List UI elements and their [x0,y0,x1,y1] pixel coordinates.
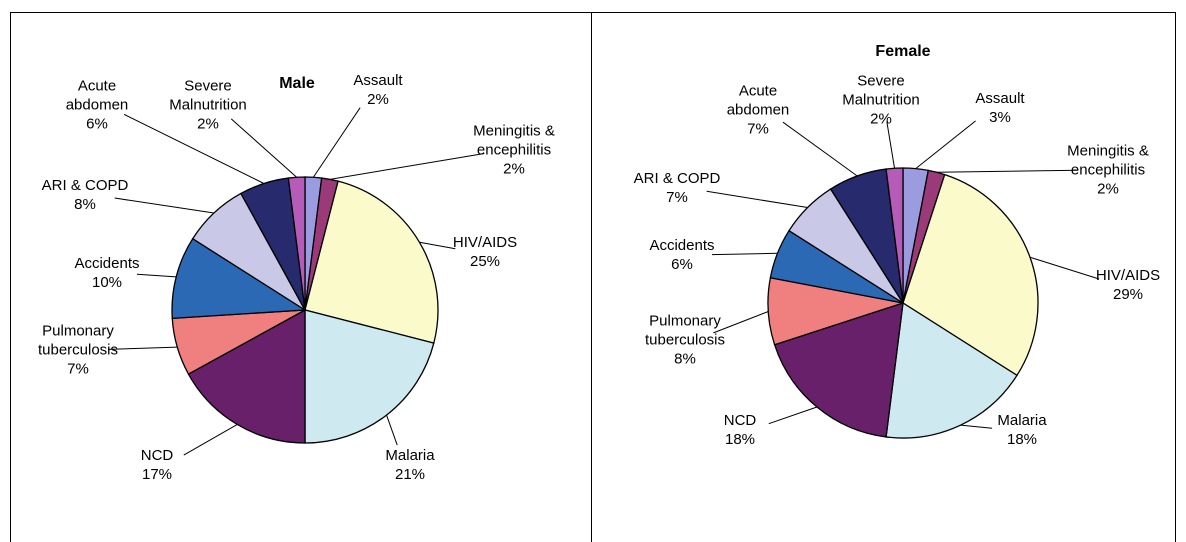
category-label: Severe Malnutrition [169,77,247,114]
leader-line [915,120,976,169]
slice-label: Meningitis & encephilitis 2% [1053,142,1163,199]
pie-slice [187,308,306,444]
category-label: Accidents [649,237,715,254]
value-label: 6% [671,256,693,273]
leader-line [419,241,456,250]
leader-line [230,118,297,178]
slice-label: ARI & COPD 8% [35,176,135,214]
category-label: Acute abdomen [65,77,129,114]
slice-label: Pulmonary tuberculosis 7% [28,322,128,379]
category-label: Malaria [385,447,435,464]
slice-label: Assault 3% [960,89,1040,127]
leader-line [183,424,238,456]
leader-line [329,152,485,180]
slice-label: NCD 18% [710,411,770,449]
slice-label: NCD 17% [127,446,187,484]
value-label: 7% [67,360,89,378]
slice-label: Severe Malnutrition 2% [831,72,931,129]
category-label: ARI & COPD [633,170,721,187]
category-label: Assault [975,90,1025,107]
category-label: Acute abdomen [726,82,790,119]
value-label: 6% [86,115,108,133]
category-label: HIV/AIDS [1095,267,1161,284]
value-label: 25% [469,253,501,270]
category-label: Accidents [74,255,140,272]
slice-label: ARI & COPD 7% [627,169,727,207]
leader-line [706,190,808,209]
slice-label: HIV/AIDS 25% [445,233,525,271]
value-label: 3% [989,109,1011,126]
leader-line [936,169,1079,173]
slice-label: Meningitis & encephilitis 2% [459,122,569,179]
pie-slice [171,237,308,320]
value-label: 17% [141,466,173,483]
category-label: Malaria [997,412,1047,429]
chart-title: Female [875,43,931,60]
pie-slice [885,167,904,304]
leader-line [136,273,177,278]
value-label: 7% [666,189,688,206]
category-label: Meningitis & encephilitis [1067,142,1149,179]
slice-label: Acute abdomen 6% [62,77,132,134]
category-label: Meningitis & encephilitis [473,122,555,159]
leader-line [782,121,858,177]
category-label: NCD [140,447,174,464]
category-label: Pulmonary tuberculosis [37,322,119,359]
value-label: 18% [724,431,756,448]
pie-slice [304,309,435,444]
chart-title: Male [279,75,315,92]
category-label: ARI & COPD [41,177,129,194]
value-label: 2% [1097,180,1119,198]
value-label: 2% [197,115,219,133]
leader-line [713,311,769,334]
pie-slice [885,301,1018,439]
slice-label: HIV/AIDS 29% [1088,266,1168,304]
leader-line [960,424,993,429]
slice-label: Malaria 18% [982,411,1062,449]
leader-line [386,414,398,446]
leader-line [312,107,361,178]
slice-label: Pulmonary tuberculosis 8% [635,312,735,369]
leader-line [114,197,215,214]
value-label: 2% [870,110,892,128]
slice-label: Accidents 10% [62,254,152,292]
value-label: 8% [74,196,96,213]
value-label: 29% [1112,286,1144,303]
leader-line [107,346,178,350]
category-label: Pulmonary tuberculosis [644,312,726,349]
leader-line [123,113,265,184]
category-label: Severe Malnutrition [842,72,920,109]
leader-line [711,252,778,256]
category-label: HIV/AIDS [452,234,518,251]
value-label: 7% [747,120,769,138]
slice-label: Accidents 6% [637,236,727,274]
leader-line [886,121,896,169]
value-label: 18% [1006,431,1038,448]
panel-border [591,12,1176,542]
slice-label: Acute abdomen 7% [723,82,793,139]
value-label: 2% [503,160,525,178]
value-label: 8% [674,350,696,368]
slice-label: Malaria 21% [370,446,450,484]
pie-slice [287,176,306,311]
leader-line [1029,256,1100,280]
leader-line [768,406,818,425]
pie-slice [902,173,1039,377]
slice-label: Severe Malnutrition 2% [158,77,258,134]
value-label: 10% [91,274,123,291]
slice-label: Assault 2% [338,71,418,109]
category-label: NCD [723,412,757,429]
value-label: 21% [394,466,426,483]
value-label: 2% [367,91,389,108]
category-label: Assault [353,72,403,89]
